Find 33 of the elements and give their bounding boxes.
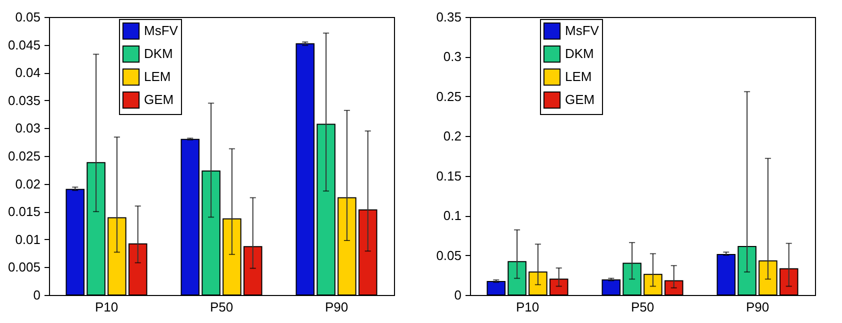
y-tick-label: 0.045 (8, 37, 40, 52)
x-tick-label: P10 (94, 300, 118, 314)
y-tick-label: 0.35 (436, 10, 462, 24)
legend-label: GEM (144, 92, 174, 107)
legend-label: GEM (565, 92, 595, 107)
y-tick-label: 0.05 (436, 248, 462, 263)
y-tick-label: 0.25 (436, 88, 462, 104)
legend-label: LEM (144, 69, 171, 84)
legend-label: DKM (565, 46, 594, 61)
y-tick-label: 0.04 (15, 65, 40, 80)
y-tick-label: 0.1 (443, 208, 462, 224)
x-tick-label: P90 (746, 300, 770, 314)
legend-label: LEM (565, 69, 592, 84)
x-tick-label: P50 (630, 300, 654, 314)
y-tick-label: 0.015 (8, 204, 40, 220)
x-tick-label: P90 (324, 300, 348, 314)
y-tick-label: 0 (454, 288, 462, 302)
y-tick-label: 0 (33, 288, 40, 302)
y-tick-label: 0.03 (15, 120, 40, 136)
x-tick-label: P10 (516, 300, 540, 314)
y-tick-label: 0.035 (8, 92, 40, 108)
y-tick-label: 0.3 (443, 49, 462, 64)
y-tick-label: 0.025 (8, 148, 40, 164)
y-tick-label: 0.15 (436, 168, 462, 184)
y-tick-label: 0.02 (15, 176, 40, 192)
legend-label: MsFV (565, 23, 600, 38)
x-tick-label: P50 (210, 300, 234, 314)
legend-label: MsFV (144, 23, 178, 38)
y-tick-label: 0.005 (8, 260, 40, 275)
legend-label: DKM (144, 46, 173, 61)
y-tick-label: 0.05 (15, 10, 40, 24)
y-tick-label: 0.2 (443, 128, 462, 144)
y-tick-label: 0.01 (15, 232, 40, 247)
